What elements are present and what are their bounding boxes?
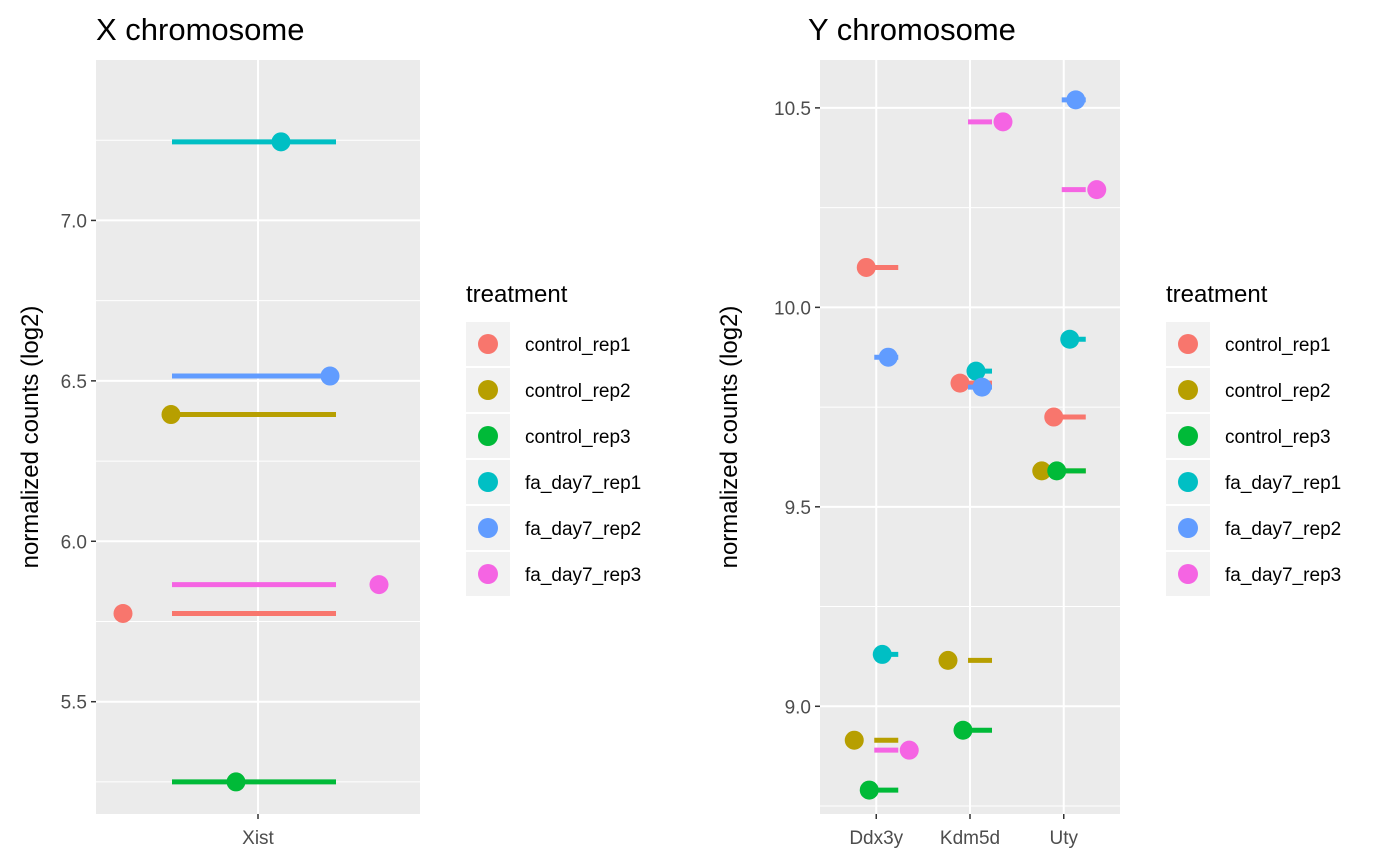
data-point-fa_day7_rep3	[369, 575, 389, 595]
legend-key-fa_day7_rep2	[478, 518, 498, 538]
y-tick-label: 9.0	[785, 697, 811, 718]
y-tick-label: 5.5	[61, 693, 87, 714]
x-chromosome-grid	[96, 60, 420, 814]
legend-key-control_rep1	[1178, 334, 1198, 354]
x-tick-label: Xist	[242, 828, 274, 849]
legend-label: fa_day7_rep2	[1225, 519, 1341, 540]
data-point-fa_day7_rep1	[1060, 329, 1080, 349]
legend-key-control_rep1	[478, 334, 498, 354]
data-point-control_rep3	[859, 780, 879, 800]
x-tick-label: Ddx3y	[849, 828, 903, 849]
y-chromosome-panel: Y chromosome 9.0 9.5 10.0 10.5 Ddx3y Kdm5d Ut…	[716, 12, 1120, 849]
data-point-control_rep2	[1032, 461, 1052, 481]
data-point-fa_day7_rep1	[966, 361, 986, 381]
y-chromosome-y-axis-label: normalized counts (log2)	[716, 306, 743, 569]
x-chromosome-legend: treatment control_rep1 control_rep2contro…	[466, 281, 641, 596]
legend-key-fa_day7_rep3	[478, 564, 498, 584]
x-chromosome-title: X chromosome	[96, 12, 304, 47]
y-chromosome-x-ticks: Ddx3y Kdm5d Uty	[849, 814, 1079, 849]
legend-label: fa_day7_rep1	[525, 473, 641, 494]
data-point-control_rep3	[1047, 461, 1067, 481]
legend-label: control_rep3	[525, 427, 631, 448]
y-tick-label: 6.5	[61, 372, 87, 393]
data-point-control_rep1	[113, 603, 133, 623]
data-point-control_rep1	[950, 373, 970, 393]
data-point-fa_day7_rep3	[899, 740, 919, 760]
legend-label: fa_day7_rep2	[525, 519, 641, 540]
x-chromosome-panel: X chromosome 5.5 6.0 6.5 7.0 Xist normalize…	[17, 12, 420, 849]
legend-key-control_rep3	[478, 426, 498, 446]
y-tick-label: 10.0	[774, 298, 811, 319]
data-point-control_rep3	[953, 720, 973, 740]
data-point-fa_day7_rep1	[271, 132, 291, 152]
data-point-control_rep3	[226, 772, 246, 792]
x-chromosome-y-axis-label: normalized counts (log2)	[17, 306, 44, 569]
legend-key-fa_day7_rep1	[1178, 472, 1198, 492]
data-point-control_rep2	[938, 650, 958, 670]
legend-title: treatment	[1166, 281, 1268, 308]
data-point-control_rep1	[1044, 407, 1064, 427]
data-point-control_rep1	[856, 257, 876, 277]
x-chromosome-marks	[113, 132, 389, 792]
legend-key-fa_day7_rep1	[478, 472, 498, 492]
y-chromosome-title: Y chromosome	[808, 12, 1016, 47]
x-tick-label: Kdm5d	[940, 828, 1000, 849]
y-tick-label: 9.5	[785, 498, 811, 519]
legend-label: control_rep1	[1225, 335, 1331, 356]
y-tick-label: 7.0	[61, 211, 87, 232]
y-chromosome-legend: treatment control_rep1 control_rep2contro…	[1166, 281, 1341, 596]
legend-label: control_rep3	[1225, 427, 1331, 448]
legend-label: fa_day7_rep1	[1225, 473, 1341, 494]
data-point-fa_day7_rep2	[1066, 90, 1086, 110]
y-chromosome-y-ticks: 9.0 9.5 10.0 10.5	[774, 99, 820, 718]
legend-title: treatment	[466, 281, 568, 308]
legend-label: control_rep2	[525, 381, 631, 402]
data-point-fa_day7_rep3	[1087, 180, 1107, 200]
y-chromosome-grid	[820, 60, 1120, 814]
legend-label: control_rep2	[1225, 381, 1331, 402]
data-point-control_rep2	[161, 405, 181, 425]
y-chromosome-marks	[844, 90, 1107, 800]
data-point-fa_day7_rep1	[872, 644, 892, 664]
data-point-fa_day7_rep2	[878, 347, 898, 367]
legend-label: fa_day7_rep3	[1225, 565, 1341, 586]
x-tick-label: Uty	[1050, 828, 1079, 849]
legend-key-fa_day7_rep3	[1178, 564, 1198, 584]
legend-key-control_rep2	[1178, 380, 1198, 400]
data-point-fa_day7_rep2	[320, 366, 340, 386]
y-tick-label: 10.5	[774, 99, 811, 120]
legend-label: fa_day7_rep3	[525, 565, 641, 586]
x-chromosome-y-ticks: 5.5 6.0 6.5 7.0	[61, 211, 96, 714]
data-point-fa_day7_rep2	[972, 377, 992, 397]
data-point-fa_day7_rep3	[993, 112, 1013, 132]
data-point-control_rep2	[844, 730, 864, 750]
legend-label: control_rep1	[525, 335, 631, 356]
x-chromosome-x-ticks: Xist	[242, 814, 275, 849]
y-tick-label: 6.0	[61, 532, 87, 553]
legend-key-control_rep2	[478, 380, 498, 400]
legend-key-fa_day7_rep2	[1178, 518, 1198, 538]
legend-key-control_rep3	[1178, 426, 1198, 446]
